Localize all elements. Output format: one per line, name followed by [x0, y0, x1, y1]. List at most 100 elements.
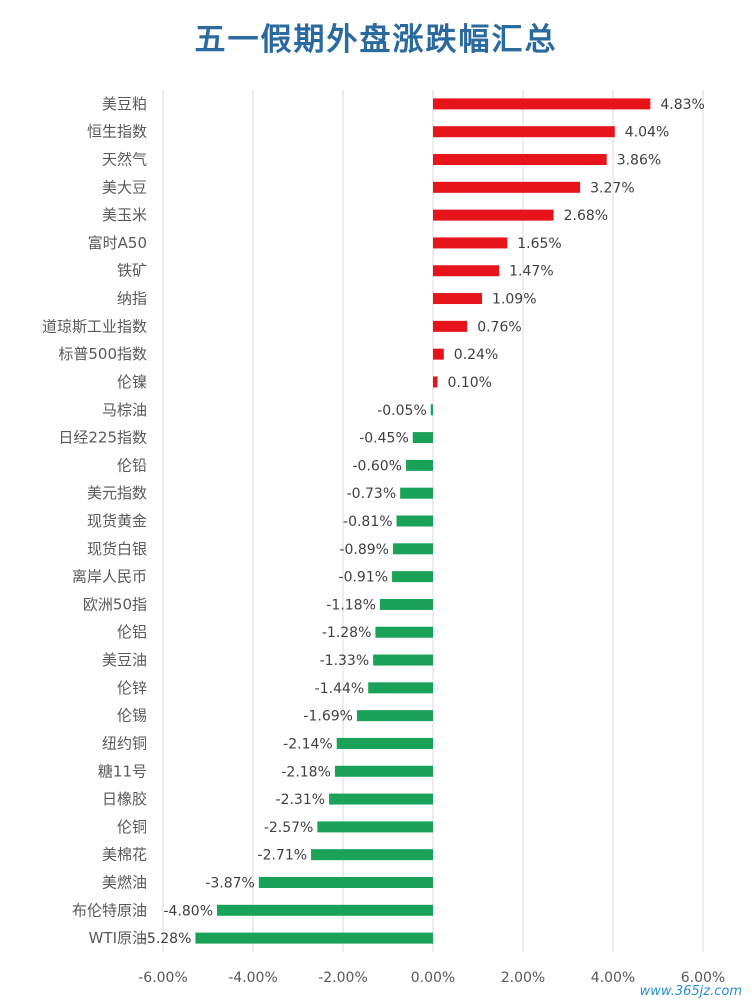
category-label: 欧洲50指 [83, 595, 147, 613]
category-label: 离岸人民币 [72, 568, 147, 586]
value-label: 3.86% [617, 153, 661, 169]
category-label: WTI原油 [89, 929, 147, 947]
category-label: 马棕油 [102, 401, 147, 419]
value-label: -0.45% [359, 431, 409, 447]
category-label: 现货白银 [87, 540, 147, 558]
value-label: -0.05% [377, 403, 427, 419]
value-label: -0.91% [339, 570, 389, 586]
value-label: 0.10% [448, 375, 492, 391]
category-label: 布伦特原油 [72, 901, 147, 919]
category-label: 伦镍 [117, 373, 147, 391]
category-label: 天然气 [102, 151, 147, 169]
value-label: -1.33% [320, 653, 370, 669]
category-label: 伦锡 [117, 707, 147, 725]
x-tick-label: -6.00% [138, 970, 188, 986]
bar [195, 932, 433, 944]
bar [433, 320, 468, 332]
value-label: 1.65% [517, 236, 561, 252]
bar [430, 404, 433, 416]
category-label: 道琼斯工业指数 [42, 317, 147, 335]
value-label: -1.44% [315, 681, 365, 697]
bar [433, 348, 444, 360]
category-label: 美玉米 [102, 206, 147, 224]
category-label: 伦铜 [117, 818, 147, 836]
value-label: -3.87% [205, 875, 255, 891]
chart-title: 五一假期外盘涨跌幅汇总 [194, 22, 558, 58]
bar [433, 237, 508, 249]
x-tick-label: 6.00% [681, 970, 725, 986]
value-label: -1.28% [322, 625, 372, 641]
bar [373, 654, 433, 666]
bar [433, 265, 500, 277]
value-label: -1.69% [303, 709, 353, 725]
bar [375, 626, 433, 638]
value-label: -5.28% [142, 931, 192, 947]
value-label: 4.83% [660, 97, 704, 113]
value-label: 0.24% [454, 347, 498, 363]
bar [356, 710, 433, 722]
value-label: 1.47% [509, 264, 553, 280]
category-label: 日橡胶 [102, 790, 147, 808]
value-labels: 4.83% 4.04% 3.86% 3.27% 2.68%1.65% 1.47% 1.09%… [142, 97, 705, 947]
category-label: 糖11号 [98, 762, 147, 780]
category-label: 铁矿 [117, 262, 147, 280]
bar [336, 737, 433, 749]
x-tick-label: 0.00% [411, 970, 455, 986]
bar [329, 793, 433, 805]
bar [433, 293, 483, 305]
bar [217, 904, 433, 916]
watermark: www.365jz.com [639, 984, 742, 999]
value-label: -2.71% [258, 848, 308, 864]
value-label: 2.68% [564, 208, 608, 224]
bar [412, 432, 433, 444]
category-label: 美豆油 [102, 651, 147, 669]
value-label: 3.27% [590, 180, 634, 196]
bar [334, 765, 433, 777]
value-label: -0.89% [339, 542, 389, 558]
x-tick-label: 2.00% [501, 970, 545, 986]
category-label: 美棉花 [102, 846, 147, 864]
category-label: 美豆粕 [102, 95, 147, 113]
bar [392, 543, 433, 555]
bar [396, 515, 433, 527]
bar [433, 126, 615, 138]
bar [317, 821, 433, 833]
category-label: 伦铅 [117, 456, 147, 474]
x-tick-label: 4.00% [591, 970, 635, 986]
value-label: 1.09% [492, 292, 536, 308]
value-label: 0.76% [477, 319, 521, 335]
value-label: -4.80% [163, 903, 213, 919]
value-label: 4.04% [625, 125, 669, 141]
grid-lines [162, 90, 704, 952]
category-label: 现货黄金 [87, 512, 147, 530]
category-label: 纽约铜 [102, 734, 147, 752]
category-label: 恒生指数 [87, 123, 147, 141]
category-label: 伦锌 [117, 679, 147, 697]
x-tick-label: -2.00% [318, 970, 368, 986]
category-label: 富时A50 [88, 234, 147, 252]
x-axis-tick-labels: -6.00% -4.00% -2.00% 0.00% 2.00% 4.00% 6.00% [138, 970, 725, 986]
bar [379, 598, 433, 610]
bar [400, 487, 433, 499]
bar [258, 876, 433, 888]
category-label: 美燃油 [102, 873, 147, 891]
value-label: -2.57% [264, 820, 314, 836]
bar [406, 459, 433, 471]
value-label: -0.81% [343, 514, 393, 530]
bar [433, 181, 581, 193]
category-label: 美元指数 [87, 484, 147, 502]
value-label: -0.60% [352, 458, 402, 474]
bars [195, 98, 651, 944]
bar [433, 154, 607, 166]
bar [311, 849, 433, 861]
value-label: -2.14% [283, 736, 333, 752]
value-label: -0.73% [347, 486, 397, 502]
bar [368, 682, 433, 694]
category-label: 日经225指数 [58, 429, 147, 447]
value-label: -2.31% [276, 792, 326, 808]
bar [392, 571, 433, 583]
category-label: 美大豆 [102, 178, 147, 196]
category-label: 标普500指数 [58, 345, 147, 363]
bar [433, 376, 438, 388]
